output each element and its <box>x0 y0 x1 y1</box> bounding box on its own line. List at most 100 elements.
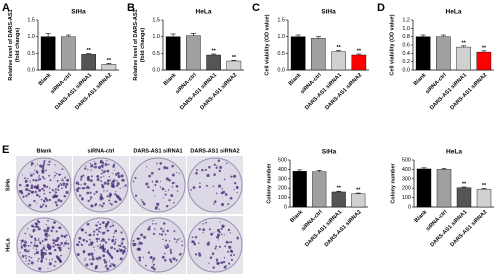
colony <box>154 195 156 197</box>
significance: ** <box>482 45 487 51</box>
colony <box>113 163 116 166</box>
colony <box>100 180 102 182</box>
colony <box>106 264 108 266</box>
bar <box>81 54 96 71</box>
row-label: SiHa <box>5 178 11 191</box>
colony <box>48 198 52 202</box>
chart-title: SiHa <box>321 9 336 16</box>
colony <box>31 174 33 176</box>
colony <box>220 261 224 265</box>
colony <box>83 187 86 190</box>
colony <box>66 240 68 242</box>
colony <box>53 221 56 224</box>
colony <box>25 187 29 191</box>
colony <box>160 227 163 230</box>
colony <box>84 259 86 262</box>
colony <box>199 182 201 185</box>
colony <box>165 239 167 242</box>
colony <box>60 179 62 182</box>
colony <box>158 233 161 235</box>
colony <box>134 176 137 179</box>
x-tick-label: DARS-AS1 siRNA1 <box>304 209 343 248</box>
significance: ** <box>86 48 91 54</box>
colony <box>87 252 91 256</box>
colony <box>159 186 162 188</box>
colony <box>55 204 59 207</box>
colony <box>54 164 56 166</box>
colony <box>216 165 218 167</box>
colony <box>29 172 31 174</box>
colony <box>19 252 22 254</box>
colony <box>97 228 99 231</box>
colony <box>46 245 50 248</box>
colony <box>60 254 62 257</box>
colony <box>112 165 116 168</box>
colony <box>113 232 116 234</box>
colony <box>152 263 156 266</box>
significance: ** <box>107 58 112 64</box>
colony <box>156 202 160 206</box>
y-tick-label: 0.4 <box>402 51 410 57</box>
colony <box>96 237 99 241</box>
colony <box>101 169 104 172</box>
colony <box>102 164 105 166</box>
colony <box>221 188 224 190</box>
colony <box>33 242 36 244</box>
colony <box>230 250 234 254</box>
colony <box>51 258 54 260</box>
y-tick-label: 1.5 <box>27 17 35 23</box>
y-axis-label: (fold change) <box>15 28 21 63</box>
colony <box>217 184 222 188</box>
colony <box>80 178 83 181</box>
bar <box>436 169 452 208</box>
colony <box>115 238 117 241</box>
colony <box>61 178 63 180</box>
colony <box>45 258 47 260</box>
colony <box>101 221 105 225</box>
colony <box>47 163 49 166</box>
colony <box>29 182 31 184</box>
colony <box>194 235 198 239</box>
colony <box>95 257 99 260</box>
significance: ** <box>462 181 467 187</box>
y-tick-label: 1.0 <box>27 34 35 40</box>
colony <box>198 227 201 231</box>
colony <box>218 160 220 162</box>
colony <box>85 263 89 267</box>
colony <box>101 184 104 187</box>
colony <box>36 260 39 262</box>
chart-title: HeLa <box>446 149 462 156</box>
bar <box>311 38 326 71</box>
colony <box>55 239 59 242</box>
colony <box>227 228 231 232</box>
bar <box>40 36 56 71</box>
y-axis-label: Cell viability (OD value) <box>264 14 270 75</box>
colony <box>80 175 83 179</box>
colony <box>106 220 110 224</box>
colony <box>109 255 112 257</box>
colony <box>34 222 37 225</box>
colony <box>94 165 98 169</box>
colony <box>119 187 121 190</box>
colony <box>216 262 220 265</box>
colony <box>224 245 227 248</box>
colony <box>37 221 41 224</box>
panel-label: D <box>377 2 385 14</box>
colony <box>229 196 233 200</box>
colony <box>89 238 91 241</box>
colony <box>30 184 34 187</box>
colony <box>67 242 70 245</box>
colony <box>38 175 41 177</box>
colony <box>85 240 88 243</box>
colony <box>85 165 87 167</box>
bar <box>61 36 76 71</box>
colony <box>229 241 231 244</box>
colony <box>205 184 208 187</box>
colony <box>47 219 49 222</box>
colony <box>192 186 196 190</box>
colony <box>120 249 123 251</box>
colony <box>52 245 55 248</box>
colony <box>163 228 165 230</box>
x-tick-label: Blank <box>38 72 53 87</box>
colony <box>28 189 31 192</box>
